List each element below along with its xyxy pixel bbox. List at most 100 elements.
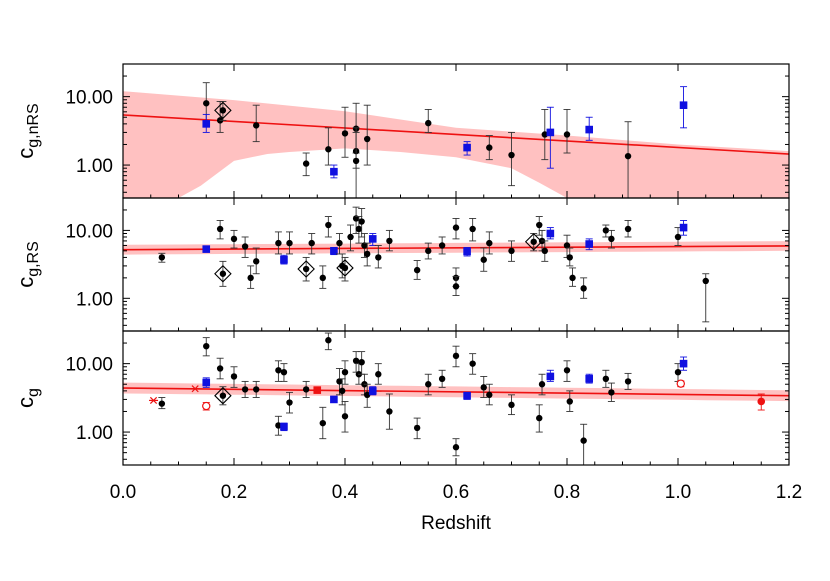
data-point-black [452,283,460,290]
red-star-d2 [191,385,199,393]
data-point-black [336,239,343,247]
data-point-black [563,367,571,374]
panel-2: 1.00 10.00 cg,RS [13,197,790,332]
data-point-black [341,264,349,272]
diamond-marker [524,232,543,251]
data-point-black [352,357,360,365]
data-point-blue [585,125,593,134]
y-axis-title: cg [13,388,42,408]
data-point-black [580,285,587,292]
data-point-black [325,221,332,229]
data-point-black [280,368,288,376]
data-point-black [375,371,382,378]
data-point-black [508,401,515,409]
data-point-blue [585,240,593,248]
y-axis-title: cg,RS [13,241,42,288]
data-point-black [480,384,487,391]
data-point-black [438,242,446,249]
data-point-black [480,256,487,263]
data-point-black [355,225,363,233]
y-axis-title-main: c [13,277,38,288]
data-point-black [438,375,446,383]
data-point-black [530,238,537,245]
data-point-black [203,100,210,107]
data-point-black [375,254,382,261]
data-point-black [563,131,571,138]
y-tick-label: 1.00 [76,423,113,444]
data-point-blue [368,387,377,395]
confidence-band [123,91,789,198]
panel-plot-area [123,206,789,323]
data-point-black [486,144,493,151]
data-point-black [602,375,610,383]
data-point-black [364,391,371,399]
data-point-black [674,368,682,376]
data-point-black [325,146,332,153]
data-point-black [275,422,282,429]
data-point-black [386,408,393,415]
data-point-black [336,378,343,385]
data-point-black [158,254,166,261]
data-point-black [486,239,493,247]
diamond-marker [297,260,315,278]
y-tick-label: 1.00 [76,156,113,177]
red-open-circle-marker [202,401,211,411]
data-point-black [563,242,571,249]
data-point-black [425,381,432,388]
fit-line [123,114,789,155]
data-point-black [341,368,349,376]
x-tick-label: 1.2 [776,482,802,503]
data-point-blue [546,372,555,381]
data-point-blue [202,245,211,253]
data-point-black [219,270,227,277]
diamond-marker [214,101,232,120]
red-star-d2 [149,396,158,404]
y-axis-title: cg,nRS [13,103,42,158]
data-point-black [358,218,365,225]
data-point-black [361,242,368,249]
x-tick-label: 0.2 [221,482,247,503]
data-point-black [413,424,421,432]
data-point-blue [202,378,211,387]
data-point-black [247,274,254,282]
panel-3: 1.00 10.00 cg [13,330,790,466]
y-tick-label: 10.00 [65,88,113,109]
y-axis-title-subscript: g,nRS [25,103,42,147]
data-point-black [241,243,249,250]
x-axis-title: Redshift [421,513,491,534]
y-axis-title-subscript: g,RS [25,241,42,277]
data-point-black [486,391,493,399]
y-tick-label: 10.00 [65,221,113,242]
data-point-black [325,337,332,344]
data-point-black [469,225,476,233]
data-point-black [538,381,546,388]
x-tick-label: 0.4 [332,482,359,503]
data-point-black [536,221,543,229]
data-point-black [319,419,326,427]
data-point-black [339,387,346,395]
data-point-black [541,247,548,255]
data-point-blue [679,359,688,368]
data-point-black [413,266,421,274]
data-point-black [452,224,460,231]
data-point-black [566,254,573,261]
panel-plot-area [123,82,789,198]
data-point-black [566,398,573,405]
data-point-black [253,122,260,129]
data-point-blue [280,255,288,264]
data-point-black [386,237,393,245]
data-point-blue [368,235,377,243]
red-open-circle-marker [676,379,685,388]
data-point-black [702,277,709,285]
data-point-black [253,258,260,265]
data-point-black [580,437,587,444]
data-point-black [347,233,354,241]
data-point-black [508,247,515,255]
data-point-black [302,386,310,393]
data-point-blue [546,229,555,238]
data-point-black [469,360,476,367]
data-point-black [275,239,282,247]
data-point-black [364,135,371,143]
data-point-black [608,235,615,243]
